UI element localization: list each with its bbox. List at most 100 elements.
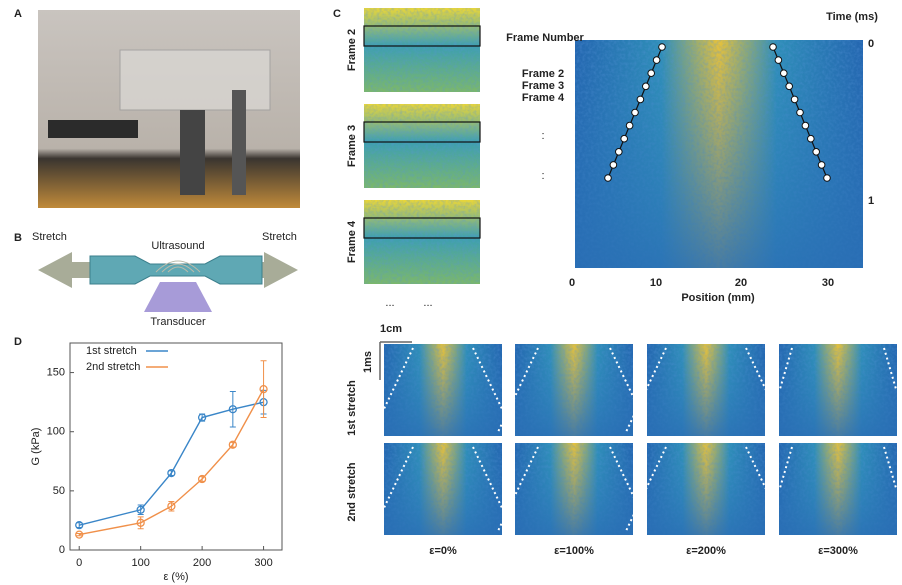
trace-dots <box>609 446 651 532</box>
data-point <box>75 521 84 530</box>
heatmap-fade <box>647 344 765 436</box>
wave <box>167 266 189 273</box>
trace-dot <box>780 69 788 77</box>
frame-label: Frame 3 <box>346 125 358 167</box>
trace-dots <box>472 446 514 532</box>
error-bar <box>260 360 267 419</box>
column-label: ε=200% <box>686 545 726 557</box>
data-line <box>79 401 264 526</box>
scale-label: 1ms <box>362 351 374 373</box>
trace-dot <box>807 134 815 143</box>
y-axis-title: G (kPa) <box>30 428 42 466</box>
scale-label: 1cm <box>380 323 402 335</box>
trace-dot <box>796 108 804 117</box>
y-tick-label: 150 <box>47 366 65 378</box>
tick-label: 1 <box>868 195 874 207</box>
trace-dots <box>779 347 793 390</box>
panel-label: D <box>14 336 22 348</box>
trace-dot <box>631 108 639 117</box>
trace-dots <box>472 347 514 433</box>
trace-dot <box>817 161 826 169</box>
x-tick-label: 300 <box>254 557 272 569</box>
data-point <box>136 505 145 514</box>
heatmap-fade <box>515 443 633 535</box>
column-label: ε=300% <box>818 545 858 557</box>
trace-dot <box>620 134 629 143</box>
stage <box>48 120 138 138</box>
trace-dot <box>652 56 661 64</box>
trace-dots <box>497 446 539 532</box>
x-axis-title: ε (%) <box>163 571 188 583</box>
column-label: ε=0% <box>429 545 457 557</box>
data-point <box>197 413 207 422</box>
heatmap-fade <box>515 344 633 436</box>
wave <box>161 263 195 273</box>
ultrasound-label: Ultrasound <box>151 240 204 252</box>
window-box <box>363 217 481 239</box>
ellipsis: : <box>541 130 544 142</box>
plot-frame <box>69 342 283 551</box>
arrow-left <box>38 252 92 288</box>
window-box <box>363 121 481 143</box>
trace-dot <box>823 174 831 182</box>
trace-dot <box>636 95 645 104</box>
trace-dots <box>497 347 539 433</box>
trace-dot <box>785 82 794 91</box>
arrow-right <box>244 252 298 288</box>
trace-dots <box>745 446 787 532</box>
trace-dot <box>801 121 810 130</box>
y-tick-label: 100 <box>47 426 65 438</box>
data-point <box>228 405 237 414</box>
heatmap-fade <box>384 344 502 436</box>
post <box>180 110 205 195</box>
frame-label: Frame 2 <box>346 29 358 71</box>
trace-dot <box>604 174 612 182</box>
transducer <box>144 282 212 312</box>
trace-dot <box>658 43 666 51</box>
heatmap-fade <box>647 443 765 535</box>
trace-dots <box>372 446 414 532</box>
trace-dot <box>647 69 656 77</box>
device-frame <box>119 49 271 111</box>
y-tick-label: 0 <box>59 544 65 556</box>
tick-label: 0 <box>868 38 874 50</box>
trace-dot <box>769 43 777 51</box>
heatmap-fade <box>779 443 897 535</box>
stretch-label: Stretch <box>262 231 297 243</box>
x-tick-label: 0 <box>76 557 82 569</box>
trace-dot <box>615 148 623 156</box>
data-point <box>75 530 84 539</box>
trace-dot <box>642 82 650 91</box>
legend-label: Frame 4 <box>522 92 565 104</box>
frame-label: Frame 4 <box>346 220 358 263</box>
x-tick-label: 200 <box>193 557 211 569</box>
trace-dot <box>774 56 783 64</box>
heatmap-fade <box>779 344 897 436</box>
legend-label: 2nd stretch <box>86 361 140 373</box>
heatmap-noise <box>364 104 480 188</box>
ellipsis: : <box>541 170 544 182</box>
data-point <box>136 518 145 527</box>
trace-dot <box>812 148 821 156</box>
tick-label: 20 <box>735 277 747 289</box>
transducer-label: Transducer <box>150 316 206 328</box>
tick-label: 30 <box>822 277 834 289</box>
trace-dots <box>609 347 651 433</box>
data-point <box>167 468 176 478</box>
heatmap-fade <box>384 443 502 535</box>
panel-label: A <box>14 8 22 20</box>
trace-dots <box>372 347 414 433</box>
data-line <box>79 388 265 536</box>
legend-label: 1st stretch <box>86 345 137 357</box>
axis-title: Position (mm) <box>681 292 755 304</box>
post <box>232 90 246 195</box>
legend-label: Frame 2 <box>522 68 564 80</box>
ellipsis: ... <box>385 297 394 309</box>
trace-dots <box>625 446 667 532</box>
window-box <box>363 25 481 47</box>
row-label: 2nd stretch <box>346 462 358 522</box>
tick-label: 0 <box>569 277 575 289</box>
legend-label: Frame 3 <box>522 80 564 92</box>
specimen <box>89 255 263 285</box>
